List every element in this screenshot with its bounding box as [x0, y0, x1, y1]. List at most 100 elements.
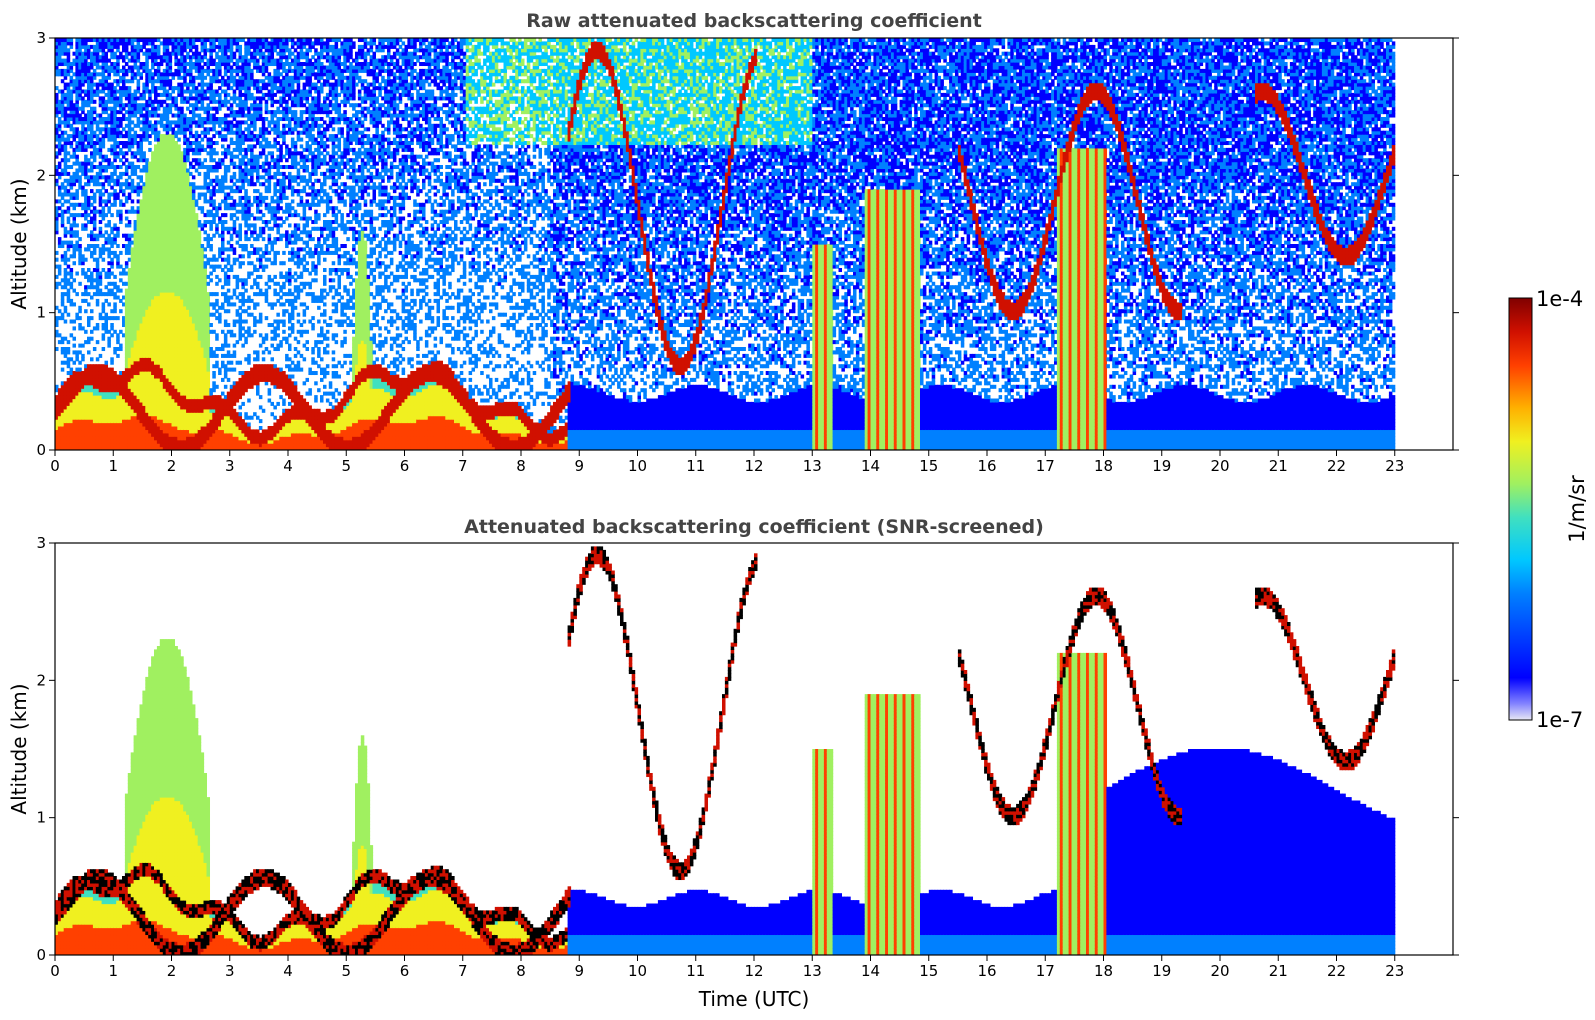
heatmap-cell: [57, 51, 62, 56]
heatmap-cell: [72, 371, 77, 376]
heatmap-cell: [127, 268, 132, 273]
heatmap-cell: [98, 443, 103, 448]
heatmap-cell: [66, 216, 71, 221]
heatmap-cell: [130, 422, 135, 427]
heatmap-cell: [69, 165, 74, 170]
heatmap-cell: [133, 44, 138, 49]
heatmap-cell: [90, 178, 94, 183]
heatmap-cell: [87, 141, 91, 146]
heatmap-cell: [55, 316, 59, 321]
heatmap-cell: [84, 216, 88, 221]
heatmap-cell: [122, 432, 126, 437]
heatmap-cell: [110, 38, 114, 43]
heatmap-cell: [124, 264, 129, 269]
heatmap-cell: [107, 422, 111, 427]
heatmap-cell: [203, 44, 208, 49]
heatmap-cell: [60, 367, 65, 372]
heatmap-cell: [57, 117, 62, 122]
heatmap-cell: [180, 312, 184, 317]
heatmap-cell: [72, 175, 77, 180]
heatmap-cell: [122, 82, 126, 87]
heatmap-cell: [81, 213, 85, 218]
heatmap-cell: [78, 244, 82, 249]
heatmap-cell: [107, 281, 111, 286]
heatmap-cell: [119, 278, 123, 283]
heatmap-cell: [110, 446, 114, 450]
heatmap-cell: [101, 233, 106, 238]
heatmap-cell: [104, 371, 109, 376]
heatmap-cell: [101, 55, 106, 60]
heatmap-cell: [90, 154, 94, 159]
heatmap-cell: [84, 247, 88, 252]
heatmap-cell: [92, 285, 97, 290]
heatmap-cell: [87, 103, 91, 108]
heatmap-cell: [101, 154, 106, 159]
heatmap-cell: [75, 357, 79, 362]
heatmap-cell: [69, 92, 74, 97]
heatmap-cell: [116, 405, 120, 410]
heatmap-cell: [66, 292, 71, 297]
heatmap-cell: [180, 374, 184, 379]
heatmap-cell: [84, 415, 88, 420]
heatmap-cell: [63, 391, 68, 396]
heatmap-cell: [127, 233, 132, 238]
heatmap-cell: [87, 244, 91, 249]
heatmap-cell: [92, 268, 97, 273]
heatmap-cell: [116, 261, 120, 266]
heatmap-cell: [90, 134, 94, 139]
heatmap-cell: [116, 439, 120, 444]
heatmap-cell: [212, 381, 216, 386]
heatmap-cell: [203, 237, 208, 242]
heatmap-cell: [92, 68, 97, 73]
heatmap-cell: [66, 350, 71, 355]
heatmap-cell: [98, 353, 103, 358]
heatmap-cell: [55, 99, 59, 104]
heatmap-cell: [75, 189, 79, 194]
heatmap-cell: [113, 55, 117, 60]
heatmap-cell: [101, 106, 106, 111]
heatmap-cell: [104, 319, 109, 324]
heatmap-cell: [110, 250, 114, 255]
heatmap-cell: [66, 137, 71, 142]
heatmap-cell: [110, 213, 114, 218]
heatmap-cell: [63, 178, 68, 183]
heatmap-cell: [122, 89, 126, 94]
heatmap-cell: [98, 247, 103, 252]
heatmap-cell: [98, 120, 103, 125]
heatmap-cell: [60, 254, 65, 259]
heatmap-cell: [57, 144, 62, 149]
heatmap-cell: [116, 384, 120, 389]
heatmap-cell: [159, 209, 164, 214]
heatmap-cell: [63, 429, 68, 434]
heatmap-cell: [101, 137, 106, 142]
heatmap-cell: [69, 415, 74, 420]
heatmap-cell: [57, 391, 62, 396]
heatmap-cell: [203, 62, 208, 67]
heatmap-cell: [127, 401, 132, 406]
heatmap-cell: [81, 268, 85, 273]
heatmap-cell: [127, 312, 132, 317]
heatmap-cell: [63, 41, 68, 46]
heatmap-cell: [57, 316, 62, 321]
heatmap-cell: [84, 446, 88, 450]
heatmap-cell: [133, 123, 138, 128]
heatmap-cell: [84, 144, 88, 149]
heatmap-cell: [69, 110, 74, 115]
heatmap-cell: [84, 165, 88, 170]
heatmap-cell: [119, 134, 123, 139]
heatmap-cell: [124, 401, 129, 406]
heatmap-cell: [98, 391, 103, 396]
heatmap-cell: [84, 209, 88, 214]
heatmap-cell: [107, 96, 111, 101]
heatmap-cell: [75, 192, 79, 197]
heatmap-cell: [101, 65, 106, 70]
heatmap-cell: [127, 395, 132, 400]
heatmap-cell: [60, 336, 65, 341]
heatmap-cell: [110, 436, 114, 441]
heatmap-cell: [124, 347, 129, 352]
heatmap-cell: [63, 240, 68, 245]
heatmap-cell: [66, 48, 71, 53]
heatmap-cell: [78, 426, 82, 431]
heatmap-cell: [119, 371, 123, 376]
heatmap-cell: [69, 367, 74, 372]
